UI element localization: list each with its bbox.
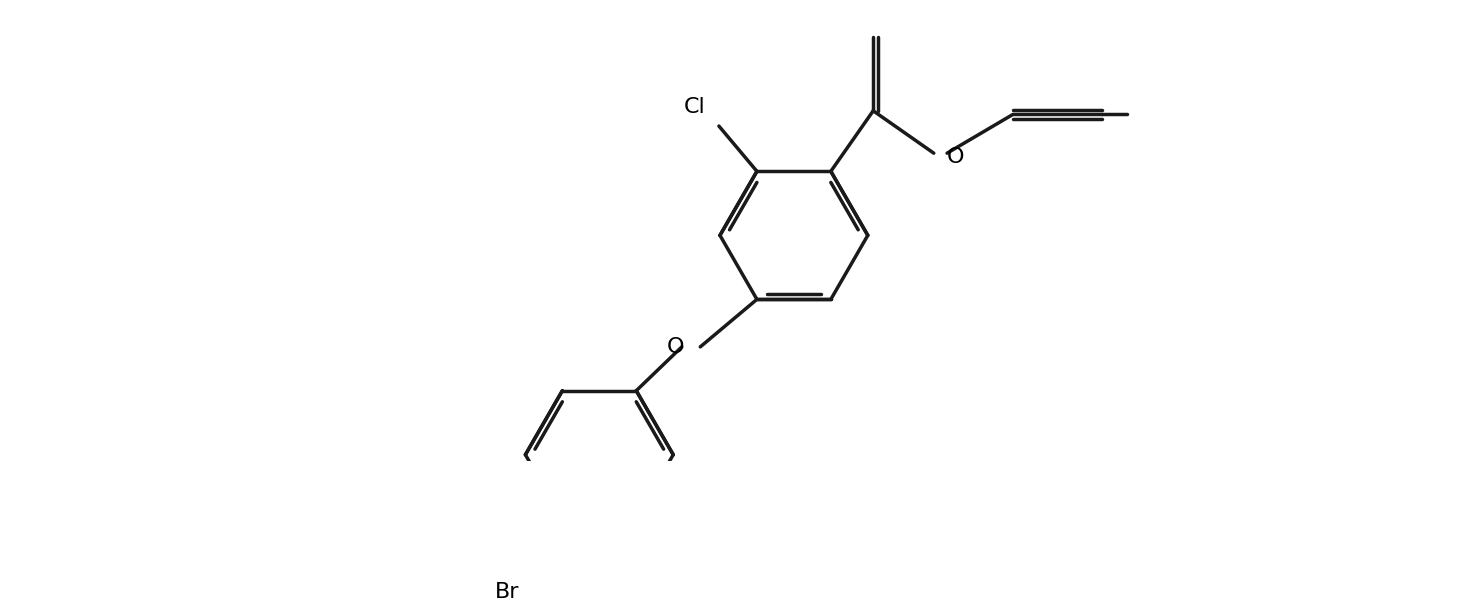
Text: Cl: Cl [684, 97, 706, 117]
Text: O: O [666, 337, 684, 357]
Text: O: O [947, 147, 964, 167]
Text: Br: Br [495, 582, 520, 602]
